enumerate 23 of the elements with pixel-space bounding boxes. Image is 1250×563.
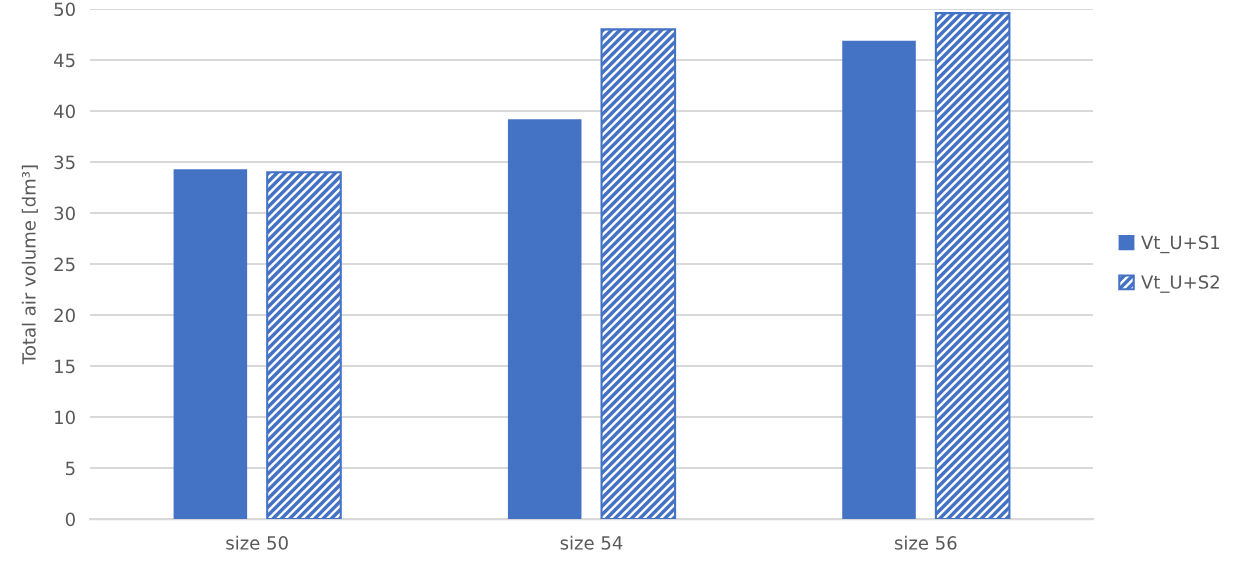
x-tick-label: size 50 (226, 535, 288, 550)
bar (842, 40, 916, 520)
y-tick-label: 35 (54, 155, 75, 170)
y-tick-label: 30 (54, 206, 75, 221)
bar (173, 169, 248, 520)
y-tick-label: 20 (54, 308, 75, 323)
bar (934, 12, 1011, 520)
y-tick-label: 40 (54, 104, 75, 119)
bar (507, 119, 582, 520)
y-axis-title: Total air volume [dm³] (21, 165, 38, 365)
legend-label: Vt_U+S2 (1141, 275, 1219, 293)
y-tick-label: 10 (55, 410, 75, 425)
y-tick-label: 0 (65, 512, 75, 527)
legend-label: Vt_U+S1 (1141, 235, 1220, 254)
y-tick-label: 5 (66, 461, 75, 476)
y-tick-label: 15 (55, 359, 75, 374)
x-tick-label: size 54 (560, 535, 623, 550)
bar (600, 28, 677, 520)
y-tick-label: 50 (54, 2, 75, 17)
x-tick-label: size 56 (894, 535, 957, 550)
y-tick-label: 25 (54, 257, 75, 272)
bar (266, 171, 342, 520)
y-tick-label: 45 (54, 53, 75, 68)
